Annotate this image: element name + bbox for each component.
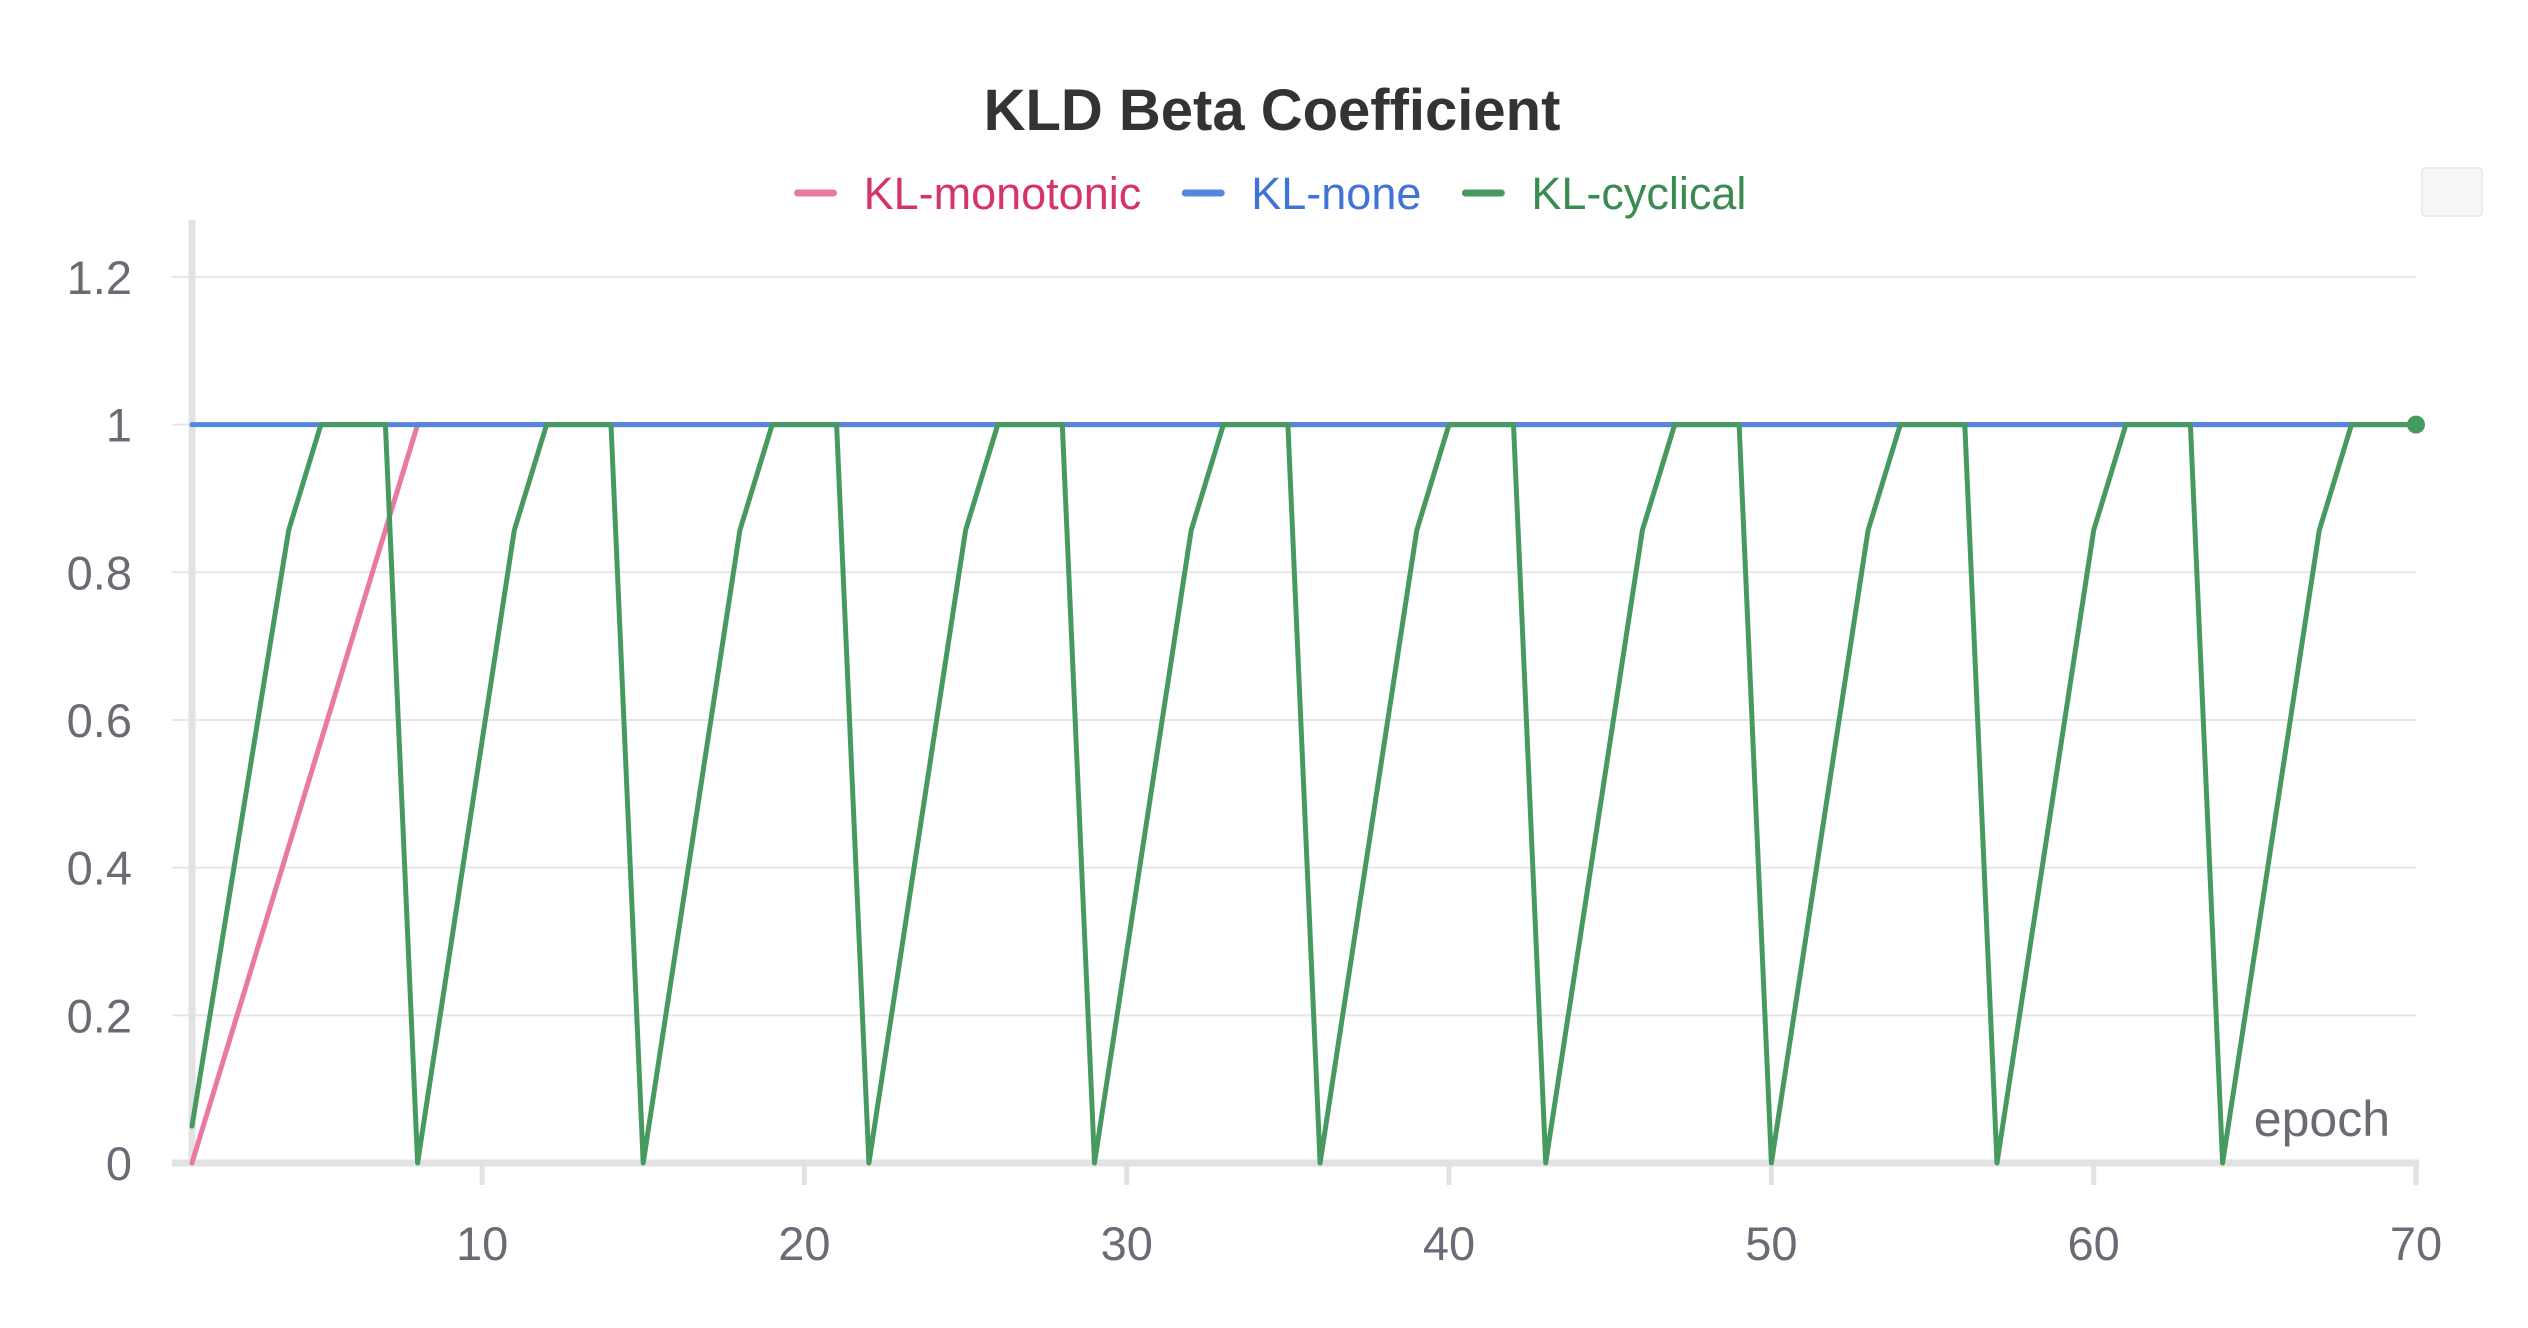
- legend-label: KL-cyclical: [1531, 168, 1746, 219]
- x-tick-label: 70: [2390, 1217, 2442, 1270]
- y-tick-label: 0.6: [67, 694, 132, 747]
- y-tick-label: 0.4: [67, 842, 132, 895]
- legend-label: KL-monotonic: [864, 168, 1142, 219]
- chart-title: KLD Beta Coefficient: [984, 78, 1561, 143]
- x-tick-label: 50: [1745, 1217, 1797, 1270]
- legend-item-kl-cyclical[interactable]: KL-cyclical: [1461, 168, 1746, 219]
- x-tick-label: 20: [778, 1217, 830, 1270]
- series-line-kl-cyclical: [189, 422, 2419, 1166]
- legend-item-kl-monotonic[interactable]: KL-monotonic: [794, 168, 1142, 219]
- y-tick-label: 0: [106, 1137, 132, 1190]
- panel-control-box[interactable]: [2421, 167, 2483, 217]
- x-tick-label: 40: [1423, 1217, 1475, 1270]
- series-end-point: [2407, 415, 2425, 434]
- y-tick-label: 1.2: [67, 251, 132, 304]
- legend-item-kl-none[interactable]: KL-none: [1181, 168, 1421, 219]
- x-axis-label: epoch: [2254, 1091, 2390, 1147]
- y-tick-label: 0.2: [67, 989, 132, 1042]
- x-tick-label: 30: [1101, 1217, 1153, 1270]
- y-tick-label: 1: [106, 399, 132, 452]
- series-lines: [189, 415, 2425, 1166]
- x-tick-label: 60: [2068, 1217, 2120, 1270]
- tick-labels: 0 0.2 0.4 0.6 0.8 1 1.2 10 20 30 40 50 60 70: [67, 251, 2442, 1270]
- legend-label: KL-none: [1251, 168, 1421, 219]
- x-tick-label: 10: [456, 1217, 508, 1270]
- axes: [172, 220, 2419, 1185]
- legend: KL-monotonic KL-none KL-cyclical: [794, 168, 1746, 219]
- grid-lines: [172, 275, 2416, 1017]
- y-tick-label: 0.8: [67, 546, 132, 599]
